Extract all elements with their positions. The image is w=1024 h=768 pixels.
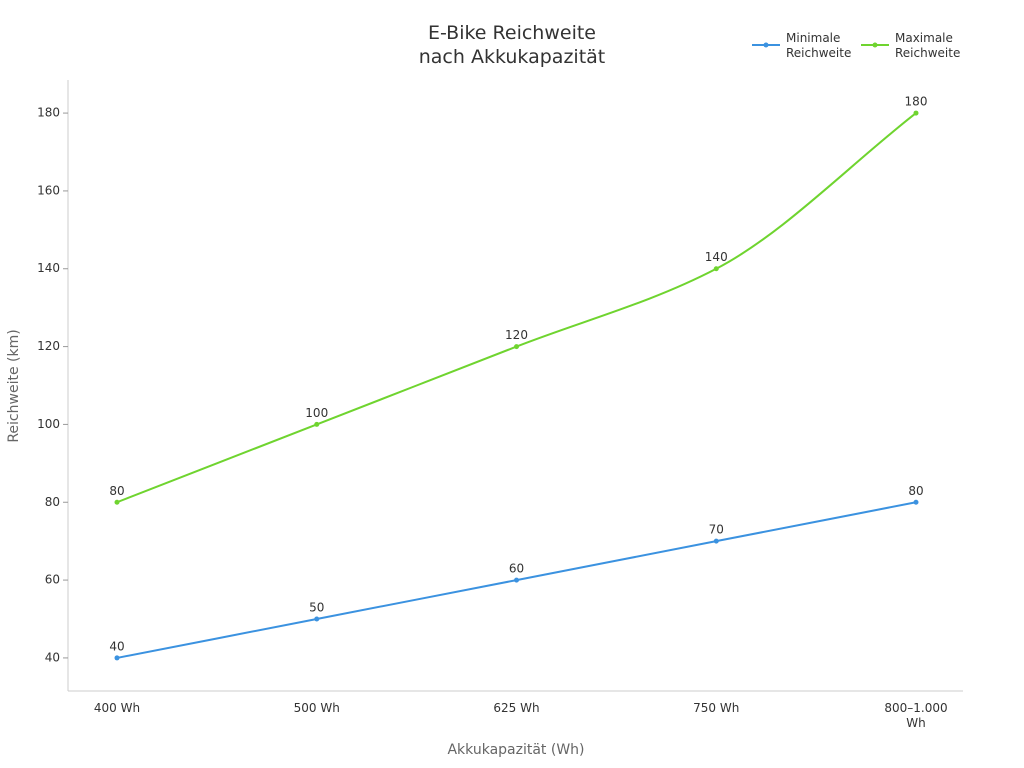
legend-marker: [763, 42, 769, 48]
y-tick-label: 160: [37, 183, 60, 197]
data-label: 180: [905, 95, 928, 109]
data-label: 60: [509, 562, 524, 576]
legend-marker: [872, 42, 878, 48]
data-label: 40: [109, 639, 124, 653]
chart-title: E-Bike Reichweite nach Akkukapazität: [419, 22, 605, 68]
data-point: [114, 499, 120, 505]
x-tick-label: 500 Wh: [294, 701, 340, 715]
y-tick-label: 120: [37, 339, 60, 353]
data-label: 70: [709, 523, 724, 537]
data-label: 100: [305, 406, 328, 420]
data-point: [514, 344, 519, 350]
data-point: [713, 266, 719, 272]
x-tick-label: 800–1.000 Wh: [884, 701, 947, 730]
legend-label: Maximale Reichweite: [895, 31, 960, 60]
data-label: 80: [109, 484, 124, 498]
legend-label: Minimale Reichweite: [786, 31, 851, 60]
y-tick-label: 100: [37, 417, 60, 431]
data-label: 80: [908, 484, 923, 498]
y-axis-title: Reichweite (km): [6, 329, 22, 442]
data-label: 50: [309, 601, 324, 615]
data-point: [913, 499, 919, 505]
y-tick-label: 60: [45, 573, 60, 587]
data-point: [913, 110, 919, 116]
y-tick-label: 140: [37, 261, 60, 275]
series-line: [116, 112, 917, 504]
y-tick-label: 180: [37, 106, 60, 120]
x-tick-label: 750 Wh: [693, 701, 739, 715]
x-tick-label: 625 Wh: [493, 701, 539, 715]
y-tick-label: 80: [45, 495, 60, 509]
data-label: 140: [705, 250, 728, 264]
data-point: [314, 421, 320, 427]
data-point: [314, 616, 320, 622]
y-tick-label: 40: [45, 650, 60, 664]
x-tick-label: 400 Wh: [94, 701, 140, 715]
x-axis-title: Akkukapazität (Wh): [447, 742, 584, 758]
data-label: 120: [505, 328, 528, 342]
data-point: [114, 655, 120, 661]
data-point: [514, 577, 519, 583]
data-point: [713, 538, 719, 544]
